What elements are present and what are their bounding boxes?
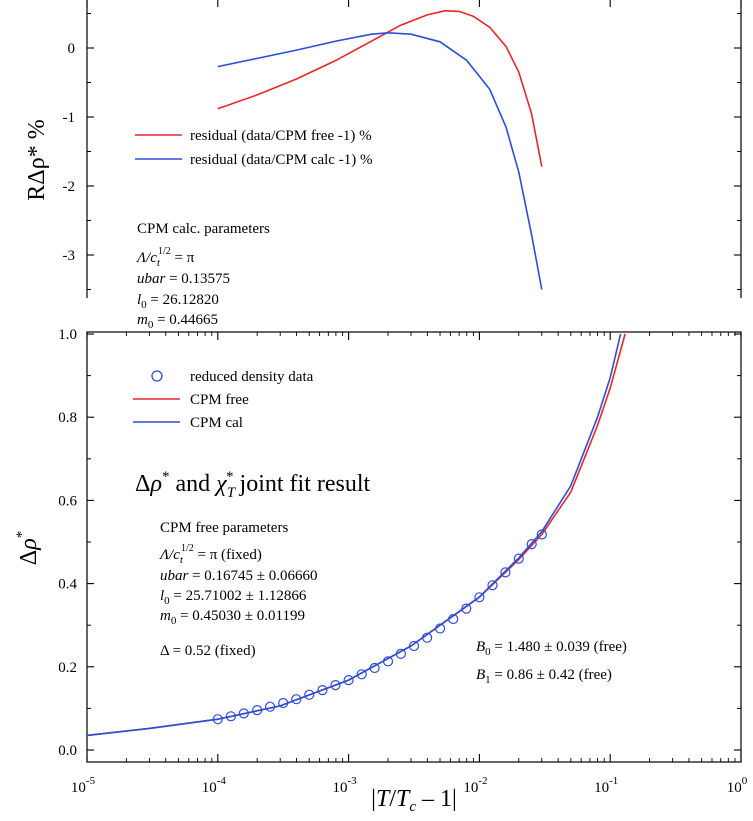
b0-param: B0 = 1.480 ± 0.039 (free)	[476, 639, 627, 658]
calc-l0-param: l0 = 26.12820	[137, 292, 219, 311]
residual-y-axis-label: RΔρ* %	[24, 119, 50, 200]
density-y-tick-label: 0.6	[58, 493, 77, 509]
density-data-point	[448, 613, 459, 625]
free-parameters-heading: CPM free parameters	[160, 520, 288, 536]
density-data-point	[536, 529, 547, 540]
residual-y-tick-label: 0	[68, 41, 76, 57]
residual-calc-line	[217, 31, 543, 290]
density-data-point	[382, 656, 394, 667]
residual-y-tick-label: -3	[63, 248, 76, 264]
free-ubar-param: ubar = 0.16745 ± 0.06660	[160, 568, 318, 584]
legend-label-residual-calc: residual (data/CPM calc -1) %	[190, 152, 372, 168]
calc-lambda-param: Λ/ct1/2 = π	[135, 246, 195, 269]
calc-parameters-heading: CPM calc. parameters	[137, 221, 270, 237]
residual-panel: 0 -1 -2 -3 RΔρ* % residual (data/CPM free -…	[24, 0, 742, 331]
density-data-point	[278, 697, 289, 709]
free-l0-param: l0 = 25.71002 ± 1.12866	[160, 588, 307, 607]
density-data-point	[422, 632, 433, 643]
density-data-point	[291, 694, 302, 705]
density-data-point	[330, 679, 341, 691]
density-data-point	[369, 662, 380, 674]
density-x-tick-label: 10-2	[463, 775, 487, 796]
density-data-point	[513, 553, 524, 564]
joint-fit-title: Δρ* and χT* joint fit result	[135, 469, 371, 501]
residual-y-tick-label: -1	[63, 110, 76, 126]
density-data-point	[408, 640, 420, 652]
density-data-point	[435, 623, 446, 634]
density-plot-frame	[86, 331, 742, 763]
legend-label-cpm-free: CPM free	[190, 392, 249, 408]
density-data-point	[395, 648, 406, 660]
cpm-cal-line	[86, 333, 622, 737]
density-data-point	[487, 580, 498, 591]
density-data-point	[343, 674, 354, 686]
density-data-point	[265, 701, 276, 712]
density-data-point	[252, 704, 263, 716]
density-y-tick-label: 0.0	[58, 743, 77, 759]
calc-ubar-param: ubar = 0.13575	[137, 271, 230, 287]
density-y-axis-label: Δρ*	[14, 531, 42, 565]
density-y-tick-label: 0.4	[58, 577, 77, 593]
density-data-point	[500, 567, 511, 578]
density-data-point	[526, 538, 537, 550]
residual-free-line	[217, 9, 543, 167]
density-y-tick-label: 0.8	[58, 410, 77, 426]
density-data-point	[356, 669, 367, 680]
density-x-tick-label: 10-3	[333, 775, 358, 796]
density-data-point	[461, 603, 472, 614]
density-data-point	[304, 689, 315, 700]
density-data-point	[212, 714, 223, 725]
free-m0-param: m0 = 0.45030 ± 0.01199	[160, 608, 305, 627]
density-x-tick-label: 100	[727, 775, 748, 796]
b1-param: B1 = 0.86 ± 0.42 (free)	[476, 667, 612, 686]
legend-label-data: reduced density data	[190, 369, 314, 385]
delta-param: Δ = 0.52 (fixed)	[160, 643, 256, 659]
density-x-tick-label: 10-5	[71, 775, 96, 796]
density-x-tick-label: 10-1	[594, 775, 618, 796]
density-data-point	[317, 684, 328, 696]
density-y-tick-label: 1.0	[58, 327, 77, 343]
density-panel: 0.0 0.2 0.4 0.6 0.8 1.0 10-5 10-4 10-3 10-2 10-1 1…	[14, 327, 748, 815]
free-lambda-param: Λ/ct1/2 = π (fixed)	[158, 543, 262, 566]
residual-y-tick-label: -2	[63, 179, 76, 195]
density-data-point	[225, 711, 236, 722]
density-data-point	[238, 708, 249, 719]
density-y-tick-label: 0.2	[58, 660, 77, 676]
legend-label-cpm-cal: CPM cal	[190, 415, 243, 431]
density-x-axis-label: |T/Tc – 1|	[371, 786, 457, 815]
density-x-tick-label: 10-4	[202, 775, 227, 796]
density-data-point	[474, 592, 485, 603]
calc-m0-param: m0 = 0.44665	[137, 312, 218, 331]
legend-swatch-data	[151, 370, 163, 382]
legend-label-residual-free: residual (data/CPM free -1) %	[190, 128, 372, 144]
